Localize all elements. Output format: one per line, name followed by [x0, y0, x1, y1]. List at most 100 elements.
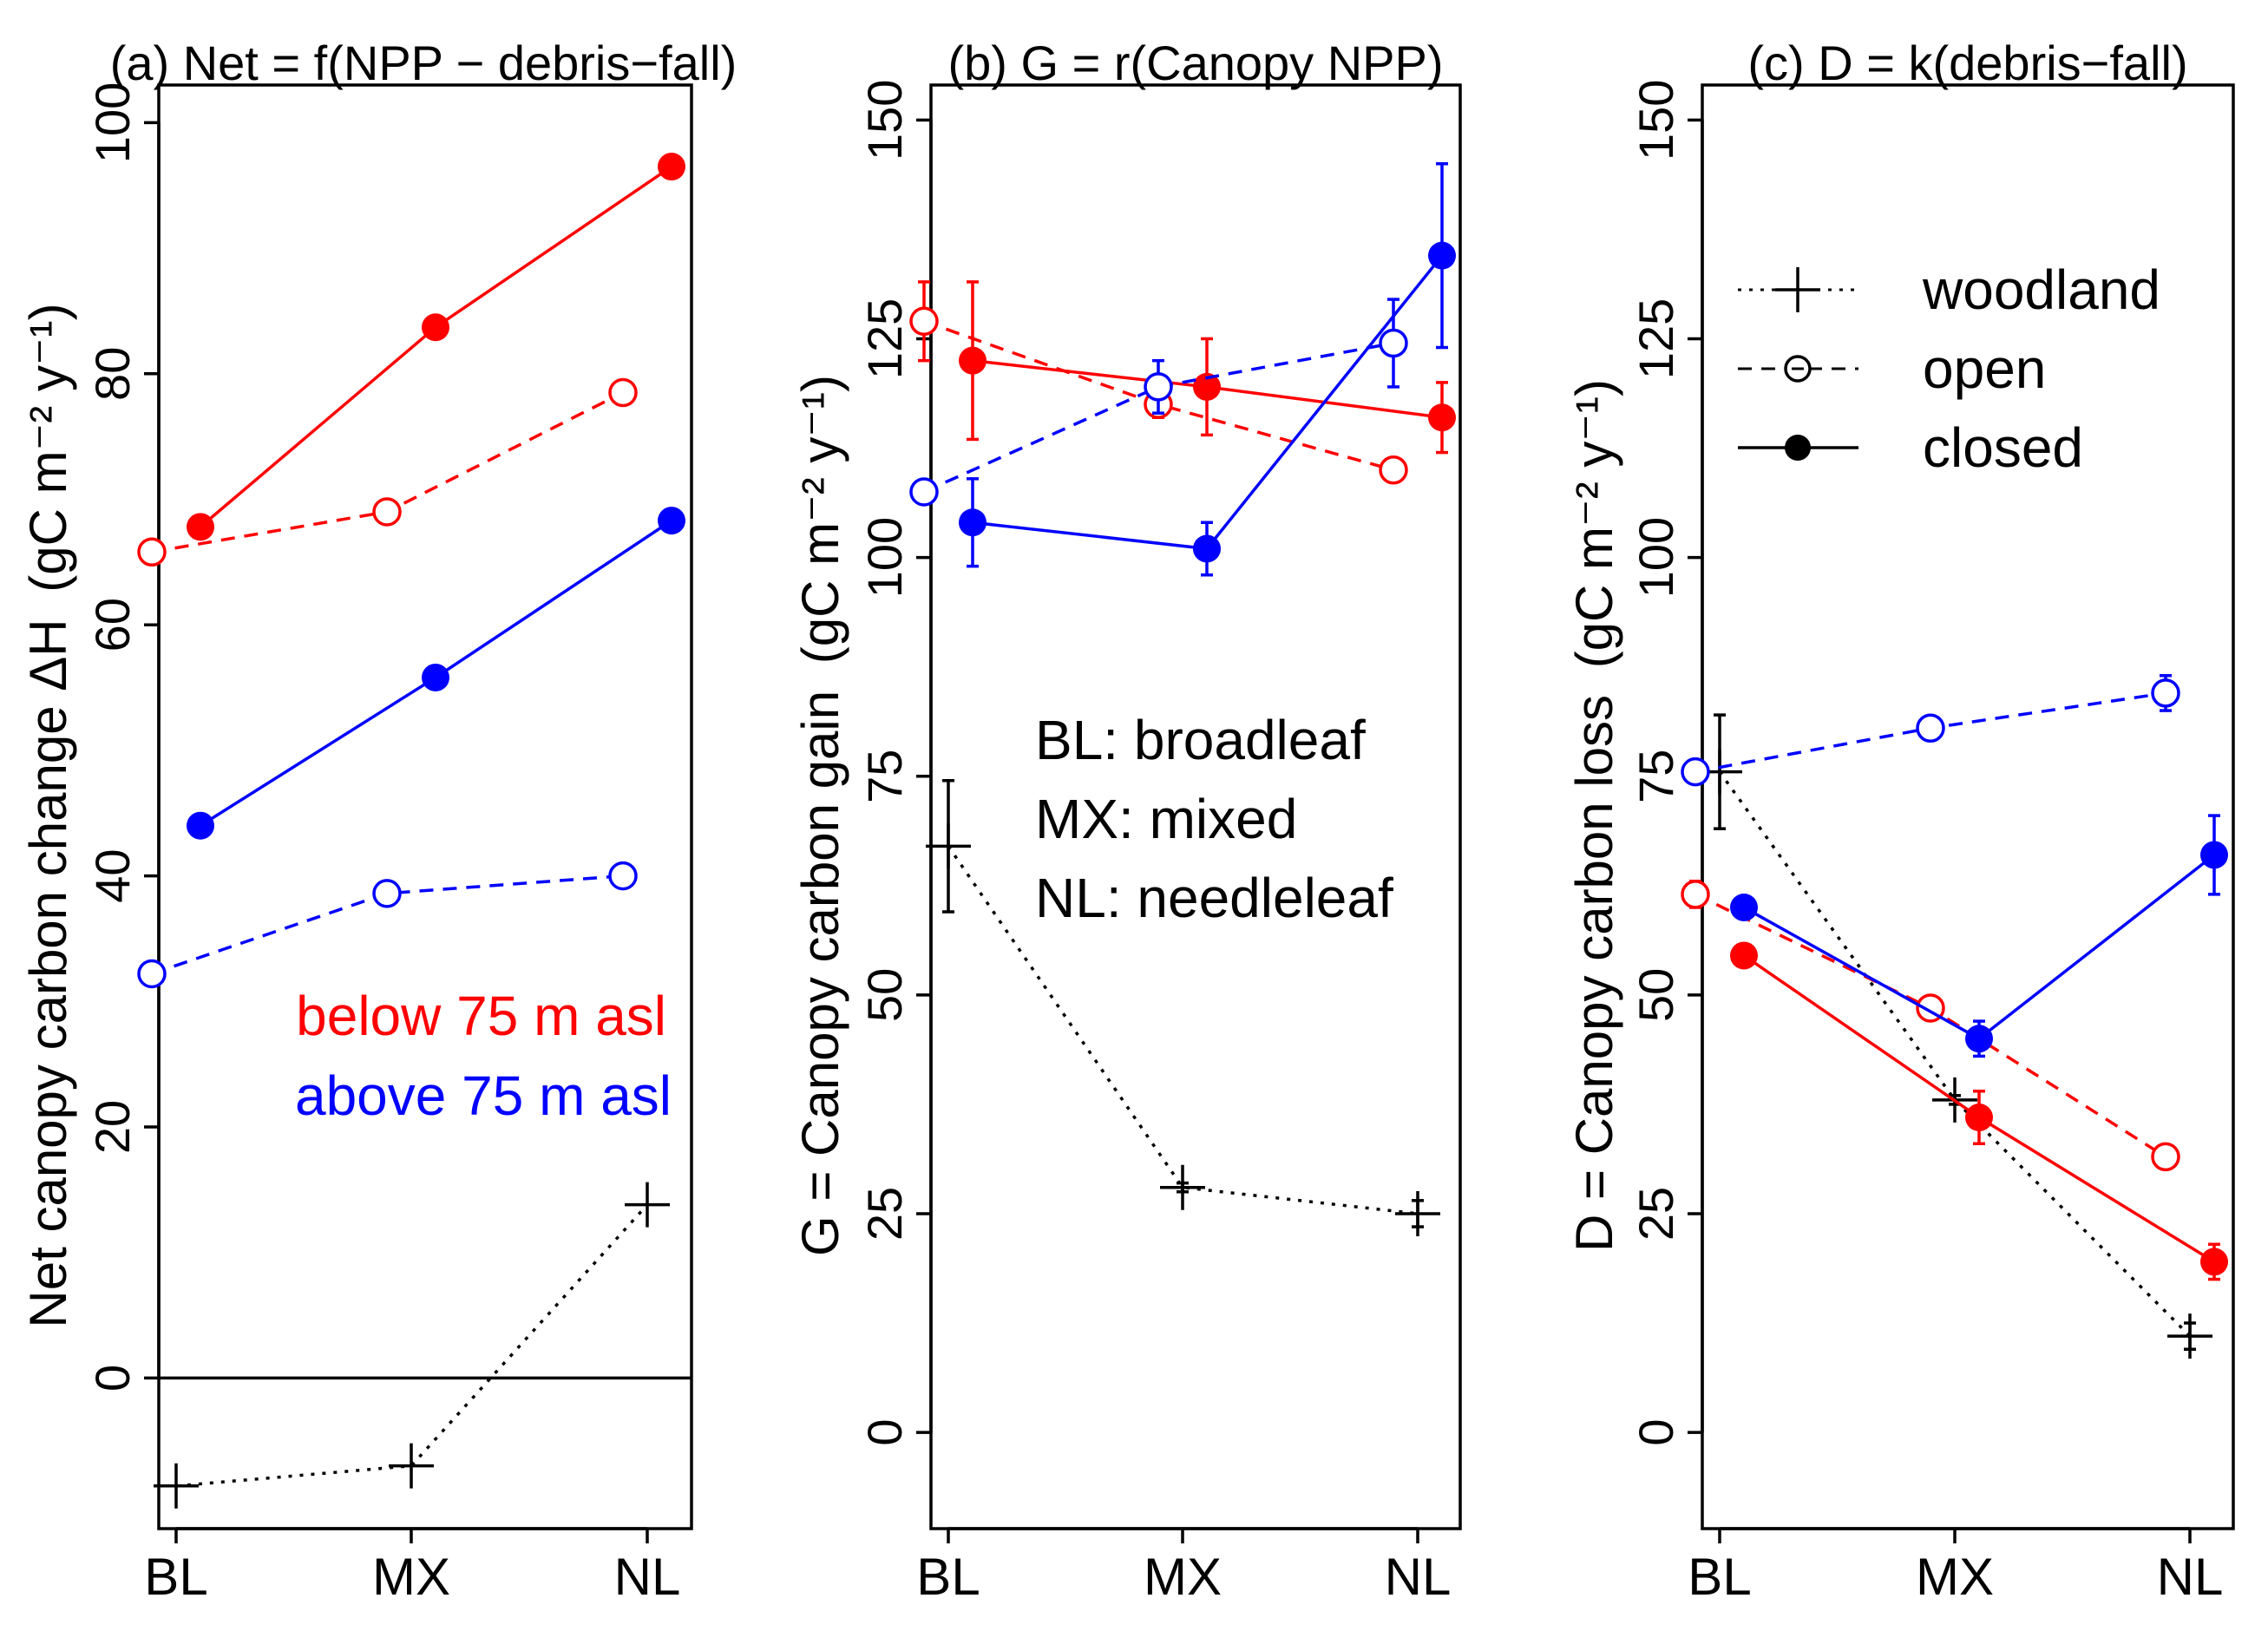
panel-a-y-axis-title: Net canopy carbon change ΔH (gC m⁻² y⁻¹) [19, 303, 77, 1327]
panel-c-series-closed-low-point-mx [1965, 1104, 1993, 1132]
panel-b-y-tick-label: 150 [857, 80, 912, 160]
panel-a-y-axis-label: Net canopy carbon change ΔH [19, 619, 77, 1327]
panel-c-series-woodland-all-point-nl [2167, 1313, 2212, 1359]
panel-a-y-tick-label: 100 [85, 82, 140, 163]
panel-b-series-woodland-all-point-mx [1160, 1164, 1205, 1210]
panel-a-x-axis: BL MX NL [144, 1527, 681, 1606]
panel-b-series-woodland-all [926, 778, 1440, 1236]
elevation-label-above: above 75 m asl [295, 1064, 672, 1127]
panel-b-series-open-high-point-bl [909, 477, 939, 507]
legend-woodland-marker [1775, 267, 1820, 312]
panel-c-series-closed-high [1730, 814, 2228, 1058]
panel-b-series-woodland-all-point-nl [1395, 1190, 1440, 1236]
legend-item-closed: closed [1738, 416, 2083, 479]
panel-a-series-closed-high-point-bl [187, 811, 214, 840]
legend: woodland open closed [1738, 259, 2160, 479]
panel-c-y-tick-label: 100 [1629, 517, 1683, 598]
panel-b-y-axis-label: G = Canopy carbon gain [791, 691, 849, 1256]
panel-b-y-tick-label: 100 [857, 517, 912, 598]
panel-c: (c) D = k(debris−fall) D = Canopy carbon… [1565, 36, 2235, 1606]
legend-open-label: open [1923, 337, 2046, 400]
panel-a-y-axis: 0 20 40 60 80 100 [85, 82, 161, 1392]
panel-c-title: (c) D = k(debris−fall) [1747, 36, 2187, 90]
panel-a-series-open-high-point-mx [372, 879, 402, 908]
panel-c-x-tick-label-nl: NL [2157, 1548, 2224, 1606]
panel-b-series-closed-low-point-mx [1193, 372, 1221, 401]
panel-b-x-tick-label-nl: NL [1385, 1548, 1452, 1606]
panel-a-y-tick-label: 60 [85, 598, 140, 652]
panel-b-y-tick-label: 75 [857, 750, 912, 803]
panel-a-series-open-high [137, 861, 638, 989]
panel-c-y-tick-label: 75 [1629, 750, 1683, 803]
panel-c-series-closed-high-point-bl [1730, 893, 1758, 921]
panel-a-y-tick-label: 0 [85, 1365, 140, 1392]
panel-a-series-open-high-line [151, 874, 624, 976]
panel-b-series-closed-low-point-nl [1428, 403, 1456, 432]
panel-a-series-open-high-point-nl [608, 861, 638, 891]
panel-c-series-open-low [1681, 879, 2180, 1172]
panel-c-series-open-low-point-nl [2151, 1142, 2180, 1172]
panel-c-y-axis: 0 25 50 75 100 125 150 [1629, 80, 1704, 1446]
panel-b-series-open-low [909, 280, 1408, 485]
panel-c-series-closed-high-point-nl [2200, 841, 2228, 869]
panel-a-series-woodland-all-point-bl [154, 1463, 199, 1509]
panel-a-series-closed-low-point-mx [422, 313, 449, 342]
panel-b-series-open-low-point-nl [1379, 455, 1408, 485]
pft-key-mixed: MX: mixed [1035, 788, 1297, 850]
panel-c-x-axis: BL MX NL [1688, 1527, 2224, 1606]
panel-b-y-axis-title: G = Canopy carbon gain (gC m⁻² y⁻¹) [791, 375, 849, 1256]
panel-a-series-open-low-point-nl [608, 377, 638, 408]
legend-item-woodland: woodland [1738, 259, 2160, 321]
panel-a-series-open-high-point-bl [137, 959, 167, 989]
panel-a-series-open-low [137, 377, 638, 567]
panel-b-series-closed-high-point-mx [1193, 534, 1221, 563]
panel-c-y-tick-label: 0 [1629, 1418, 1683, 1445]
panel-b-x-axis: BL MX NL [916, 1527, 1452, 1606]
panel-c-series-open-high-point-bl [1681, 757, 1710, 787]
panel-c-series-open-high [1681, 673, 2180, 787]
panel-c-y-tick-label: 125 [1629, 298, 1683, 379]
panel-c-y-axis-units: (gC m⁻² y⁻¹) [1565, 379, 1623, 668]
panel-a-series-open-low-point-bl [137, 537, 167, 567]
panel-a: (a) Net = f(NPP − debris−fall) Net canop… [19, 36, 737, 1606]
panel-a-series-closed-low-point-bl [187, 513, 214, 541]
panel-c-series-closed-low-point-nl [2200, 1248, 2228, 1276]
legend-item-open: open [1738, 337, 2046, 400]
panel-a-x-tick-label-bl: BL [144, 1548, 207, 1606]
panel-c-y-axis-label: D = Canopy carbon loss [1565, 695, 1623, 1252]
panel-c-y-tick-label: 50 [1629, 968, 1683, 1022]
panel-a-series-open-low-point-mx [372, 497, 402, 527]
panel-b-y-tick-label: 125 [857, 298, 912, 379]
panel-a-series-closed-high [187, 507, 685, 840]
panel-a-series-closed-low-point-nl [658, 153, 685, 181]
panel-a-series-woodland-all-point-nl [625, 1182, 670, 1228]
panel-c-series-closed-high-point-mx [1965, 1025, 1993, 1053]
panel-a-x-tick-label-nl: NL [614, 1548, 681, 1606]
panel-b-y-tick-label: 25 [857, 1187, 912, 1241]
panel-c-y-tick-label: 25 [1629, 1187, 1683, 1241]
panel-a-y-tick-label: 40 [85, 848, 140, 902]
panel-a-series-woodland-all [154, 1182, 670, 1509]
panel-a-series-closed-high-point-nl [658, 507, 685, 535]
panel-b-series-open-high [909, 298, 1408, 507]
panel-b-series-open-high-point-nl [1379, 328, 1408, 358]
pft-key-needleleaf: NL: needleleaf [1035, 867, 1393, 929]
panel-b-series-woodland-all-line [947, 845, 1419, 1215]
panel-a-title: (a) Net = f(NPP − debris−fall) [110, 36, 737, 90]
panel-b-series-closed-low-point-bl [959, 346, 987, 375]
legend-closed-marker [1785, 435, 1811, 461]
panel-b-y-axis: 0 25 50 75 100 125 150 [857, 80, 933, 1446]
panel-a-series [137, 153, 692, 1509]
panel-c-series [1681, 673, 2228, 1359]
panel-c-x-tick-label-mx: MX [1916, 1548, 1994, 1606]
panel-b-series-open-low-line [923, 319, 1394, 472]
panel-c-y-axis-title: D = Canopy carbon loss (gC m⁻² y⁻¹) [1565, 379, 1623, 1252]
panel-a-y-axis-units: (gC m⁻² y⁻¹) [19, 303, 77, 592]
elevation-label-below: below 75 m asl [296, 985, 666, 1047]
panel-b: (b) G = r(Canopy NPP) G = Canopy carbon … [791, 36, 1462, 1606]
panel-b-series-closed-high-point-bl [959, 508, 987, 537]
legend-woodland-label: woodland [1922, 259, 2160, 321]
panel-b-series-woodland-all-point-bl [926, 823, 971, 869]
